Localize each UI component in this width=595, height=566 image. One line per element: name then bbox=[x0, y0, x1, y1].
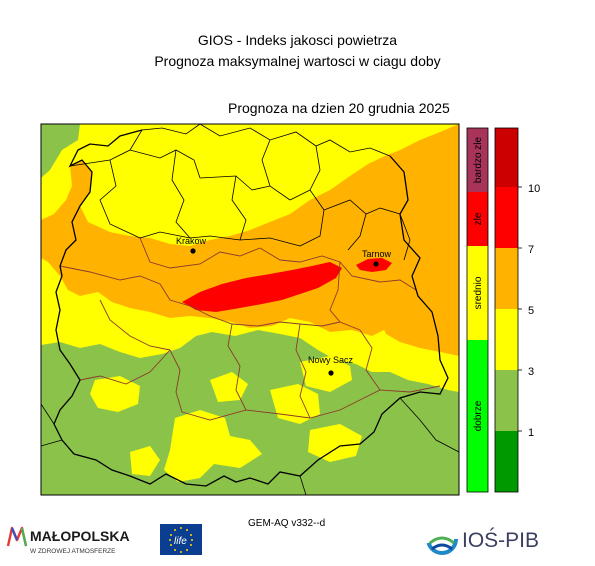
city-dot-nowy-sacz bbox=[328, 370, 334, 376]
scale-tick-label: 3 bbox=[528, 366, 534, 378]
malopolska-tagline: W ZDROWEJ ATMOSFERZE bbox=[30, 548, 116, 555]
scale-step-5 bbox=[495, 128, 518, 187]
legend-category-dobrze bbox=[467, 340, 488, 492]
yellow-island bbox=[130, 446, 160, 476]
ios-pib-logo-mark bbox=[426, 523, 458, 555]
life-logo: life bbox=[160, 524, 202, 555]
yellow-island bbox=[164, 410, 262, 482]
scale-step-3 bbox=[495, 248, 518, 309]
forecast-date-label: Prognoza na dzien 20 grudnia 2025 bbox=[228, 100, 450, 116]
city-label-krakow: Krakow bbox=[176, 236, 207, 246]
legend-label-zle: zle bbox=[473, 212, 484, 225]
city-dot-krakow bbox=[190, 248, 196, 254]
malopolska-logo: MAŁOPOLSKA W ZDROWEJ ATMOSFERZE bbox=[6, 526, 130, 555]
legend-label-bardzo-zle: bardzo zle bbox=[473, 136, 484, 183]
legend-category-bardzo-zle bbox=[467, 128, 488, 192]
green-zone-northwest bbox=[41, 124, 80, 178]
legend-label-dobrze: dobrze bbox=[473, 400, 484, 431]
scale-tick-label: 1 bbox=[528, 427, 534, 439]
scale-tick-label: 10 bbox=[528, 183, 540, 195]
city-label-tarnow: Tarnow bbox=[362, 249, 392, 259]
yellow-island bbox=[300, 356, 352, 392]
map-frame bbox=[40, 123, 460, 496]
scale-step-1 bbox=[495, 370, 518, 431]
map-title-line2: Prognoza maksymalnej wartosci w ciagu do… bbox=[154, 53, 441, 69]
model-version-label: GEM-AQ v332--d bbox=[248, 518, 326, 529]
concentration-field bbox=[41, 124, 459, 495]
category-legend: bardzo zle zle srednio dobrze bbox=[466, 127, 489, 493]
orange-zone bbox=[41, 124, 459, 336]
scale-step-0 bbox=[495, 431, 518, 492]
region-border bbox=[53, 129, 449, 487]
scale-step-2 bbox=[495, 309, 518, 370]
scale-step-4 bbox=[495, 187, 518, 248]
city-label-nowy-sacz: Nowy Sacz bbox=[308, 355, 354, 365]
eu-flag-icon bbox=[160, 524, 202, 555]
county-boundaries bbox=[69, 124, 411, 261]
legend-category-zle bbox=[467, 192, 488, 246]
scale-tick-label: 7 bbox=[528, 244, 534, 256]
ios-pib-logo: IOŚ-PIB bbox=[426, 523, 539, 555]
scale-tick-label: 5 bbox=[528, 305, 534, 317]
map-title-line1: GIOS - Indeks jakosci powietrza bbox=[197, 32, 398, 48]
malopolska-name: MAŁOPOLSKA bbox=[30, 528, 130, 544]
life-text: life bbox=[174, 536, 187, 547]
district-boundaries bbox=[59, 237, 441, 421]
yellow-island bbox=[308, 424, 362, 462]
neighbour-border bbox=[41, 397, 459, 495]
legend-category-srednio bbox=[467, 246, 488, 340]
ios-pib-name: IOŚ-PIB bbox=[462, 528, 539, 552]
city-dot-tarnow bbox=[373, 261, 379, 267]
index-scale: 1 3 5 7 10 bbox=[494, 127, 540, 493]
red-zone bbox=[182, 262, 342, 312]
yellow-island bbox=[90, 376, 140, 412]
orange-zone-southeast bbox=[380, 300, 459, 356]
city-markers: Krakow Tarnow Nowy Sacz bbox=[176, 236, 392, 376]
legend-label-srednio: srednio bbox=[473, 276, 484, 309]
